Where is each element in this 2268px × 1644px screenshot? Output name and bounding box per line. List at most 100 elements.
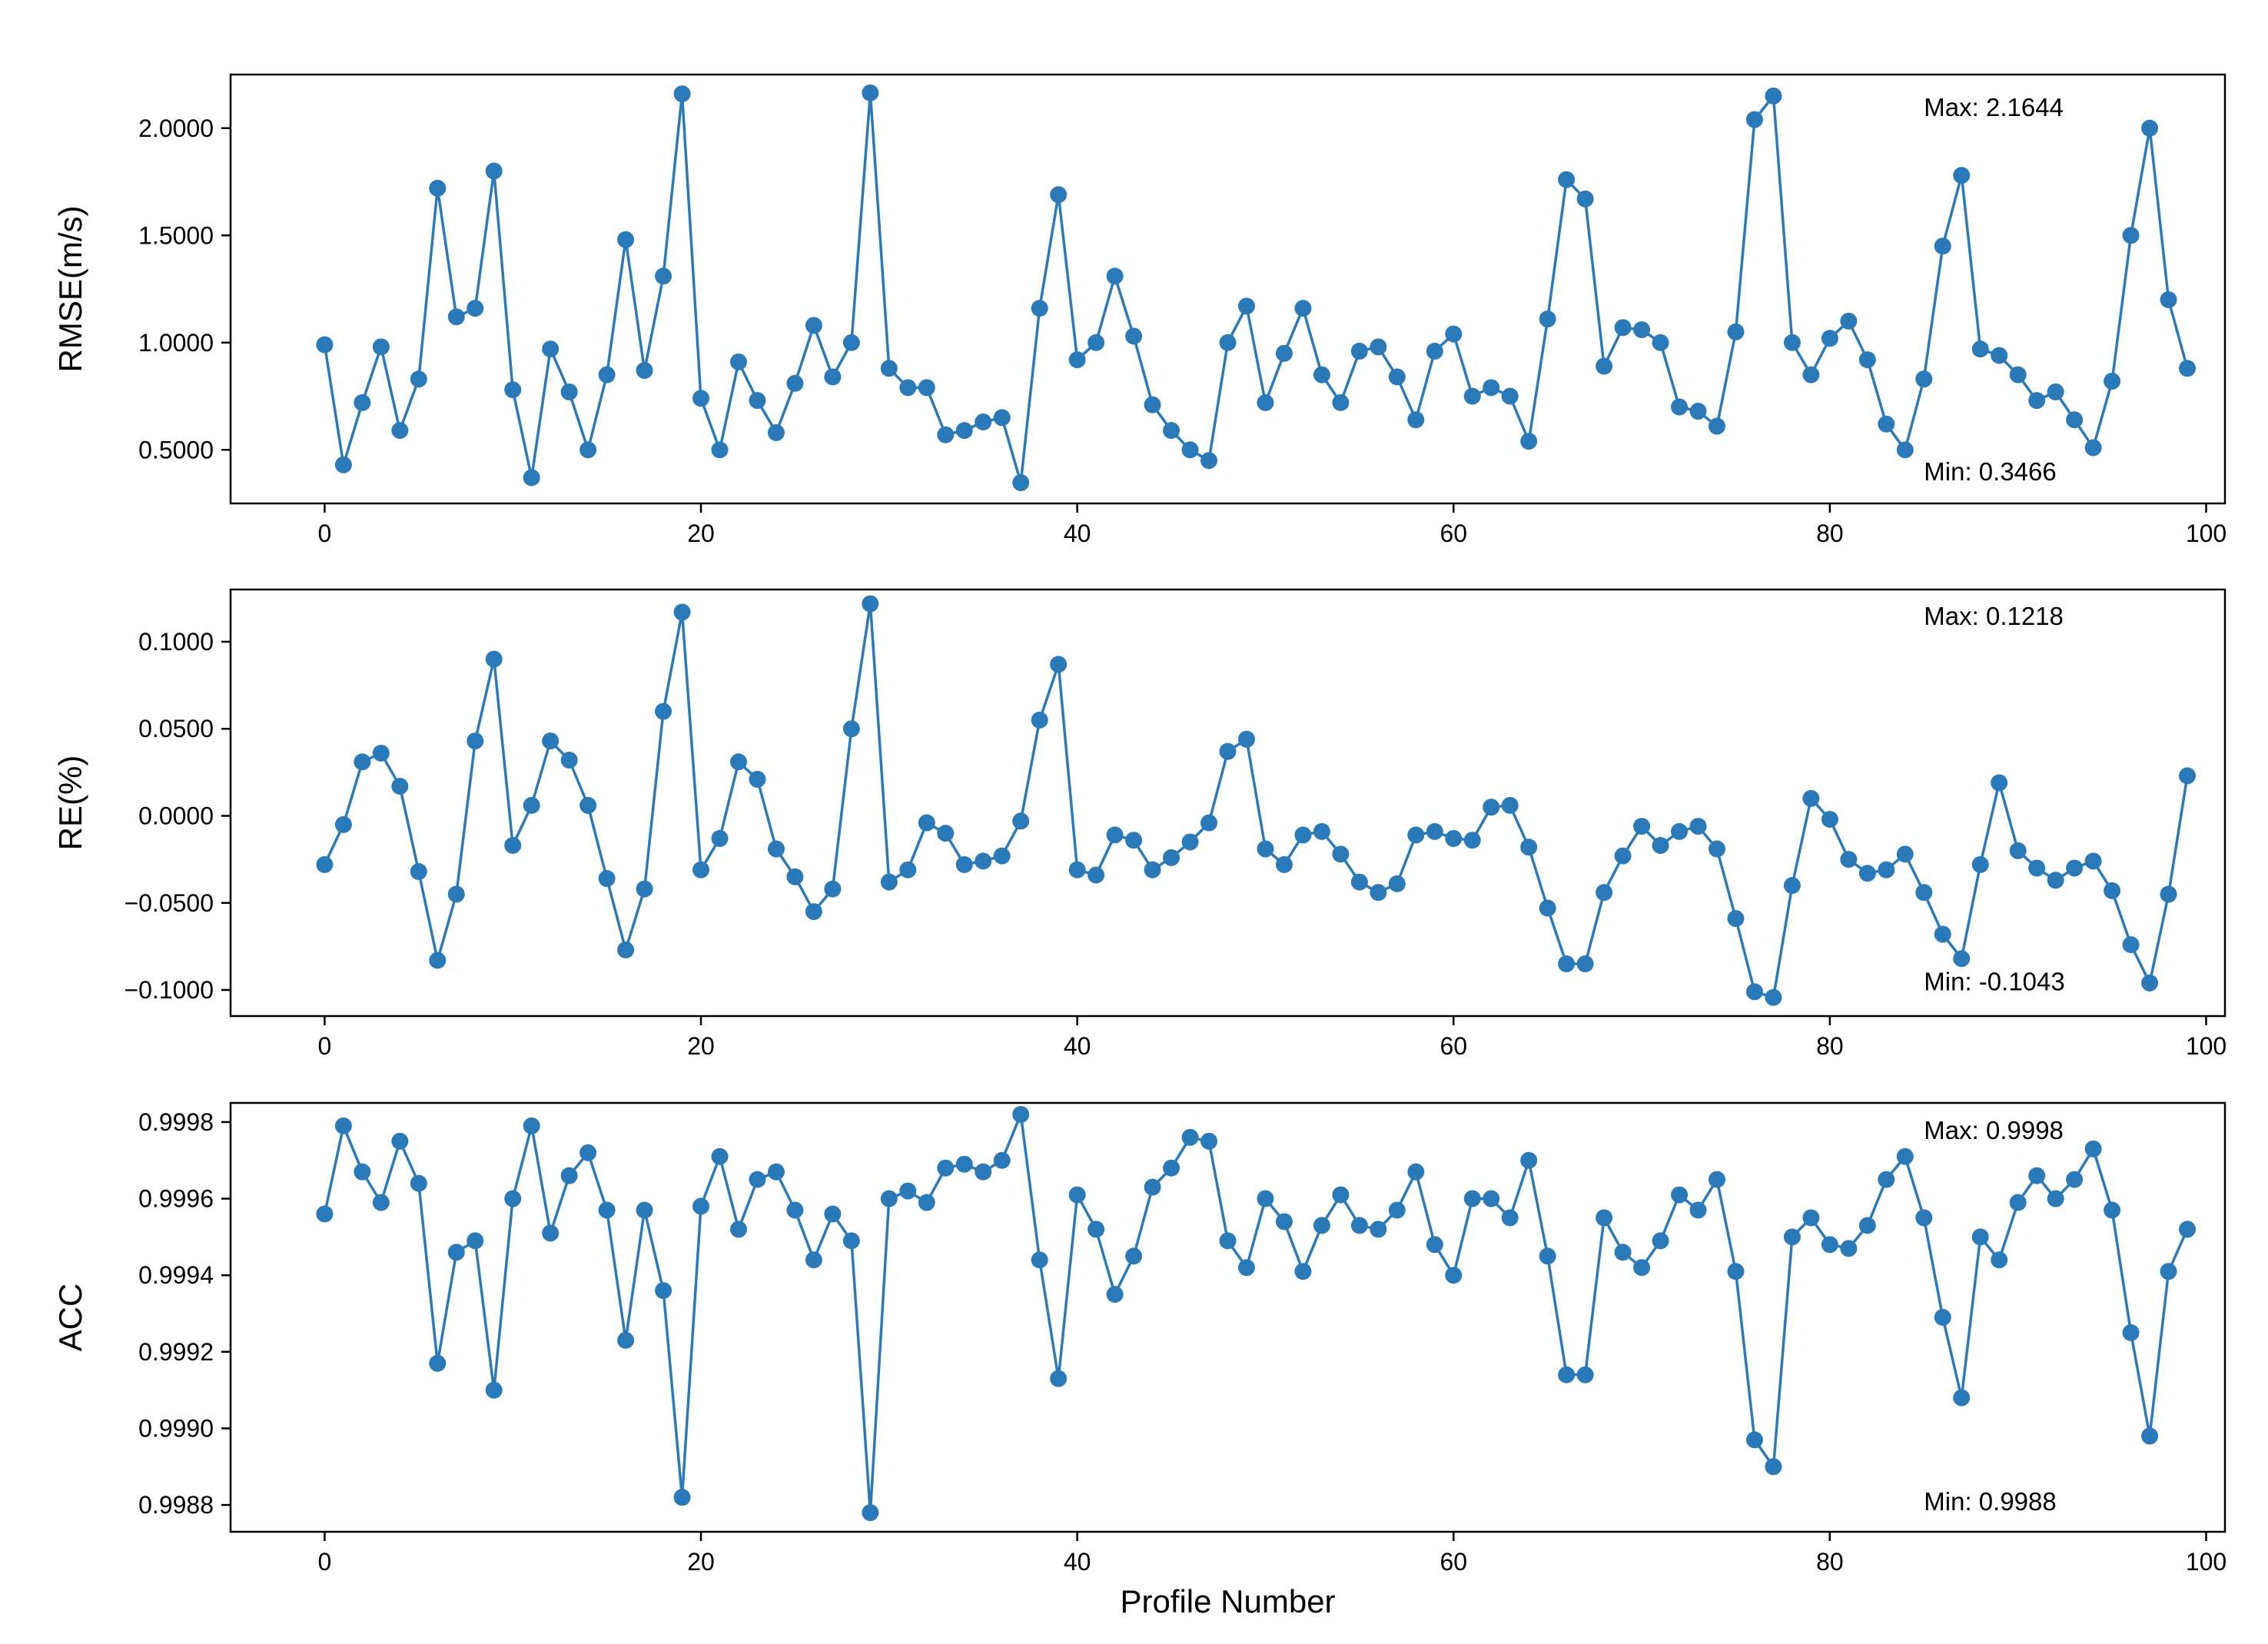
re-data-point bbox=[767, 840, 785, 858]
re-ytick-label: −0.0500 bbox=[124, 889, 214, 917]
re-data-point bbox=[1012, 812, 1030, 830]
rmse-data-point bbox=[1971, 340, 1989, 358]
acc-data-point bbox=[504, 1190, 522, 1207]
rmse-data-point bbox=[862, 84, 879, 101]
acc-data-point bbox=[2160, 1263, 2177, 1280]
re-series-line bbox=[323, 602, 2189, 999]
rmse-data-point bbox=[2122, 227, 2140, 244]
re-data-point bbox=[1181, 833, 1199, 851]
rmse-data-point bbox=[617, 231, 635, 248]
re-data-point bbox=[711, 829, 729, 847]
re-data-point bbox=[1388, 875, 1406, 892]
re-xtick-label: 80 bbox=[1816, 1032, 1844, 1060]
re-data-point bbox=[372, 744, 390, 762]
rmse-data-point bbox=[1934, 237, 1951, 255]
rmse-data-point bbox=[692, 390, 710, 407]
re-data-point bbox=[749, 770, 766, 788]
acc-data-point bbox=[485, 1381, 503, 1399]
acc-data-point bbox=[918, 1194, 935, 1211]
acc-data-point bbox=[1821, 1236, 1838, 1254]
re-data-point bbox=[1088, 866, 1105, 884]
rmse-data-point bbox=[1407, 411, 1425, 429]
re-data-point bbox=[1313, 822, 1330, 840]
rmse-data-point bbox=[1727, 323, 1745, 340]
acc-data-point bbox=[1407, 1163, 1425, 1181]
rmse-data-point bbox=[842, 334, 860, 351]
acc-data-point bbox=[1671, 1186, 1689, 1204]
rmse-data-point bbox=[1896, 441, 1914, 459]
re-data-point bbox=[2160, 885, 2177, 903]
acc-data-point bbox=[2179, 1221, 2197, 1238]
re-data-point bbox=[1991, 774, 2008, 792]
acc-data-point bbox=[2009, 1194, 2027, 1211]
rmse-data-point bbox=[1783, 334, 1801, 351]
re-data-point bbox=[1689, 818, 1707, 835]
acc-data-point bbox=[842, 1232, 860, 1250]
re-data-point bbox=[1765, 988, 1782, 1006]
re-data-point bbox=[1200, 814, 1218, 832]
re-max-annotation: Max: 0.1218 bbox=[1924, 602, 2064, 630]
rmse-data-point bbox=[711, 441, 729, 459]
acc-xtick-label: 60 bbox=[1439, 1548, 1467, 1576]
acc-data-point bbox=[1163, 1159, 1180, 1177]
acc-data-point bbox=[1745, 1431, 1763, 1449]
re-ytick-label: 0.0500 bbox=[138, 715, 214, 742]
rmse-data-point bbox=[1821, 330, 1838, 347]
re-data-point bbox=[523, 796, 540, 814]
acc-ytick-label: 0.9988 bbox=[138, 1491, 214, 1519]
acc-data-point bbox=[467, 1232, 484, 1250]
rmse-xtick-label: 80 bbox=[1816, 520, 1844, 547]
re-data-point bbox=[1858, 865, 1876, 882]
acc-data-point bbox=[1181, 1128, 1199, 1146]
re-data-point bbox=[1501, 796, 1519, 814]
rmse-data-point bbox=[391, 422, 409, 440]
rmse-data-point bbox=[2160, 291, 2177, 308]
acc-data-point bbox=[1501, 1209, 1519, 1227]
acc-ytick-label: 0.9992 bbox=[138, 1338, 214, 1366]
rmse-data-point bbox=[1633, 321, 1651, 339]
acc-data-point bbox=[316, 1205, 334, 1223]
re-data-point bbox=[1953, 950, 1971, 968]
rmse-ytick-label: 2.0000 bbox=[138, 115, 214, 142]
acc-data-point bbox=[805, 1251, 822, 1269]
re-data-point bbox=[1520, 839, 1538, 856]
acc-data-point bbox=[1765, 1458, 1782, 1476]
rmse-data-point bbox=[1878, 415, 1895, 433]
rmse-data-point bbox=[1596, 357, 1613, 375]
re-data-point bbox=[1934, 925, 1951, 943]
rmse-data-point bbox=[993, 409, 1011, 427]
rmse-data-point bbox=[598, 366, 616, 384]
acc-panel: 0 20 40 60 80 100 0.9988 0.9990 0.9992 0.9994 0.99… bbox=[52, 1101, 2226, 1619]
rmse-data-point bbox=[560, 383, 578, 400]
acc-data-point bbox=[711, 1147, 729, 1165]
rmse-data-point bbox=[2141, 119, 2159, 137]
acc-data-point bbox=[862, 1504, 879, 1522]
re-data-point bbox=[617, 941, 635, 958]
rmse-data-point bbox=[1671, 398, 1689, 416]
acc-ylabel: ACC bbox=[52, 1284, 88, 1352]
rmse-data-point bbox=[2066, 411, 2084, 429]
re-xtick-label: 40 bbox=[1064, 1032, 1091, 1060]
re-xtick-label: 60 bbox=[1439, 1032, 1467, 1060]
rmse-data-point bbox=[1858, 351, 1876, 369]
re-data-point bbox=[673, 603, 691, 621]
acc-data-point bbox=[1802, 1209, 1820, 1227]
re-data-point bbox=[1915, 884, 1933, 902]
re-data-point bbox=[598, 870, 616, 888]
acc-data-point bbox=[1708, 1171, 1726, 1188]
rmse-data-point bbox=[372, 338, 390, 356]
re-data-point bbox=[1237, 730, 1255, 748]
rmse-data-point bbox=[429, 179, 447, 197]
re-data-point bbox=[542, 732, 560, 750]
re-data-point bbox=[692, 861, 710, 878]
re-data-point bbox=[1614, 847, 1632, 865]
acc-data-point bbox=[767, 1163, 785, 1181]
rmse-ylabel: RMSE(m/s) bbox=[52, 206, 88, 373]
rmse-data-point bbox=[1426, 342, 1443, 360]
acc-data-point bbox=[673, 1489, 691, 1506]
rmse-data-point bbox=[1991, 347, 2008, 364]
re-data-point bbox=[1125, 832, 1143, 849]
acc-data-point bbox=[1463, 1190, 1481, 1207]
rmse-data-point bbox=[1050, 186, 1068, 204]
acc-data-point bbox=[429, 1354, 447, 1372]
